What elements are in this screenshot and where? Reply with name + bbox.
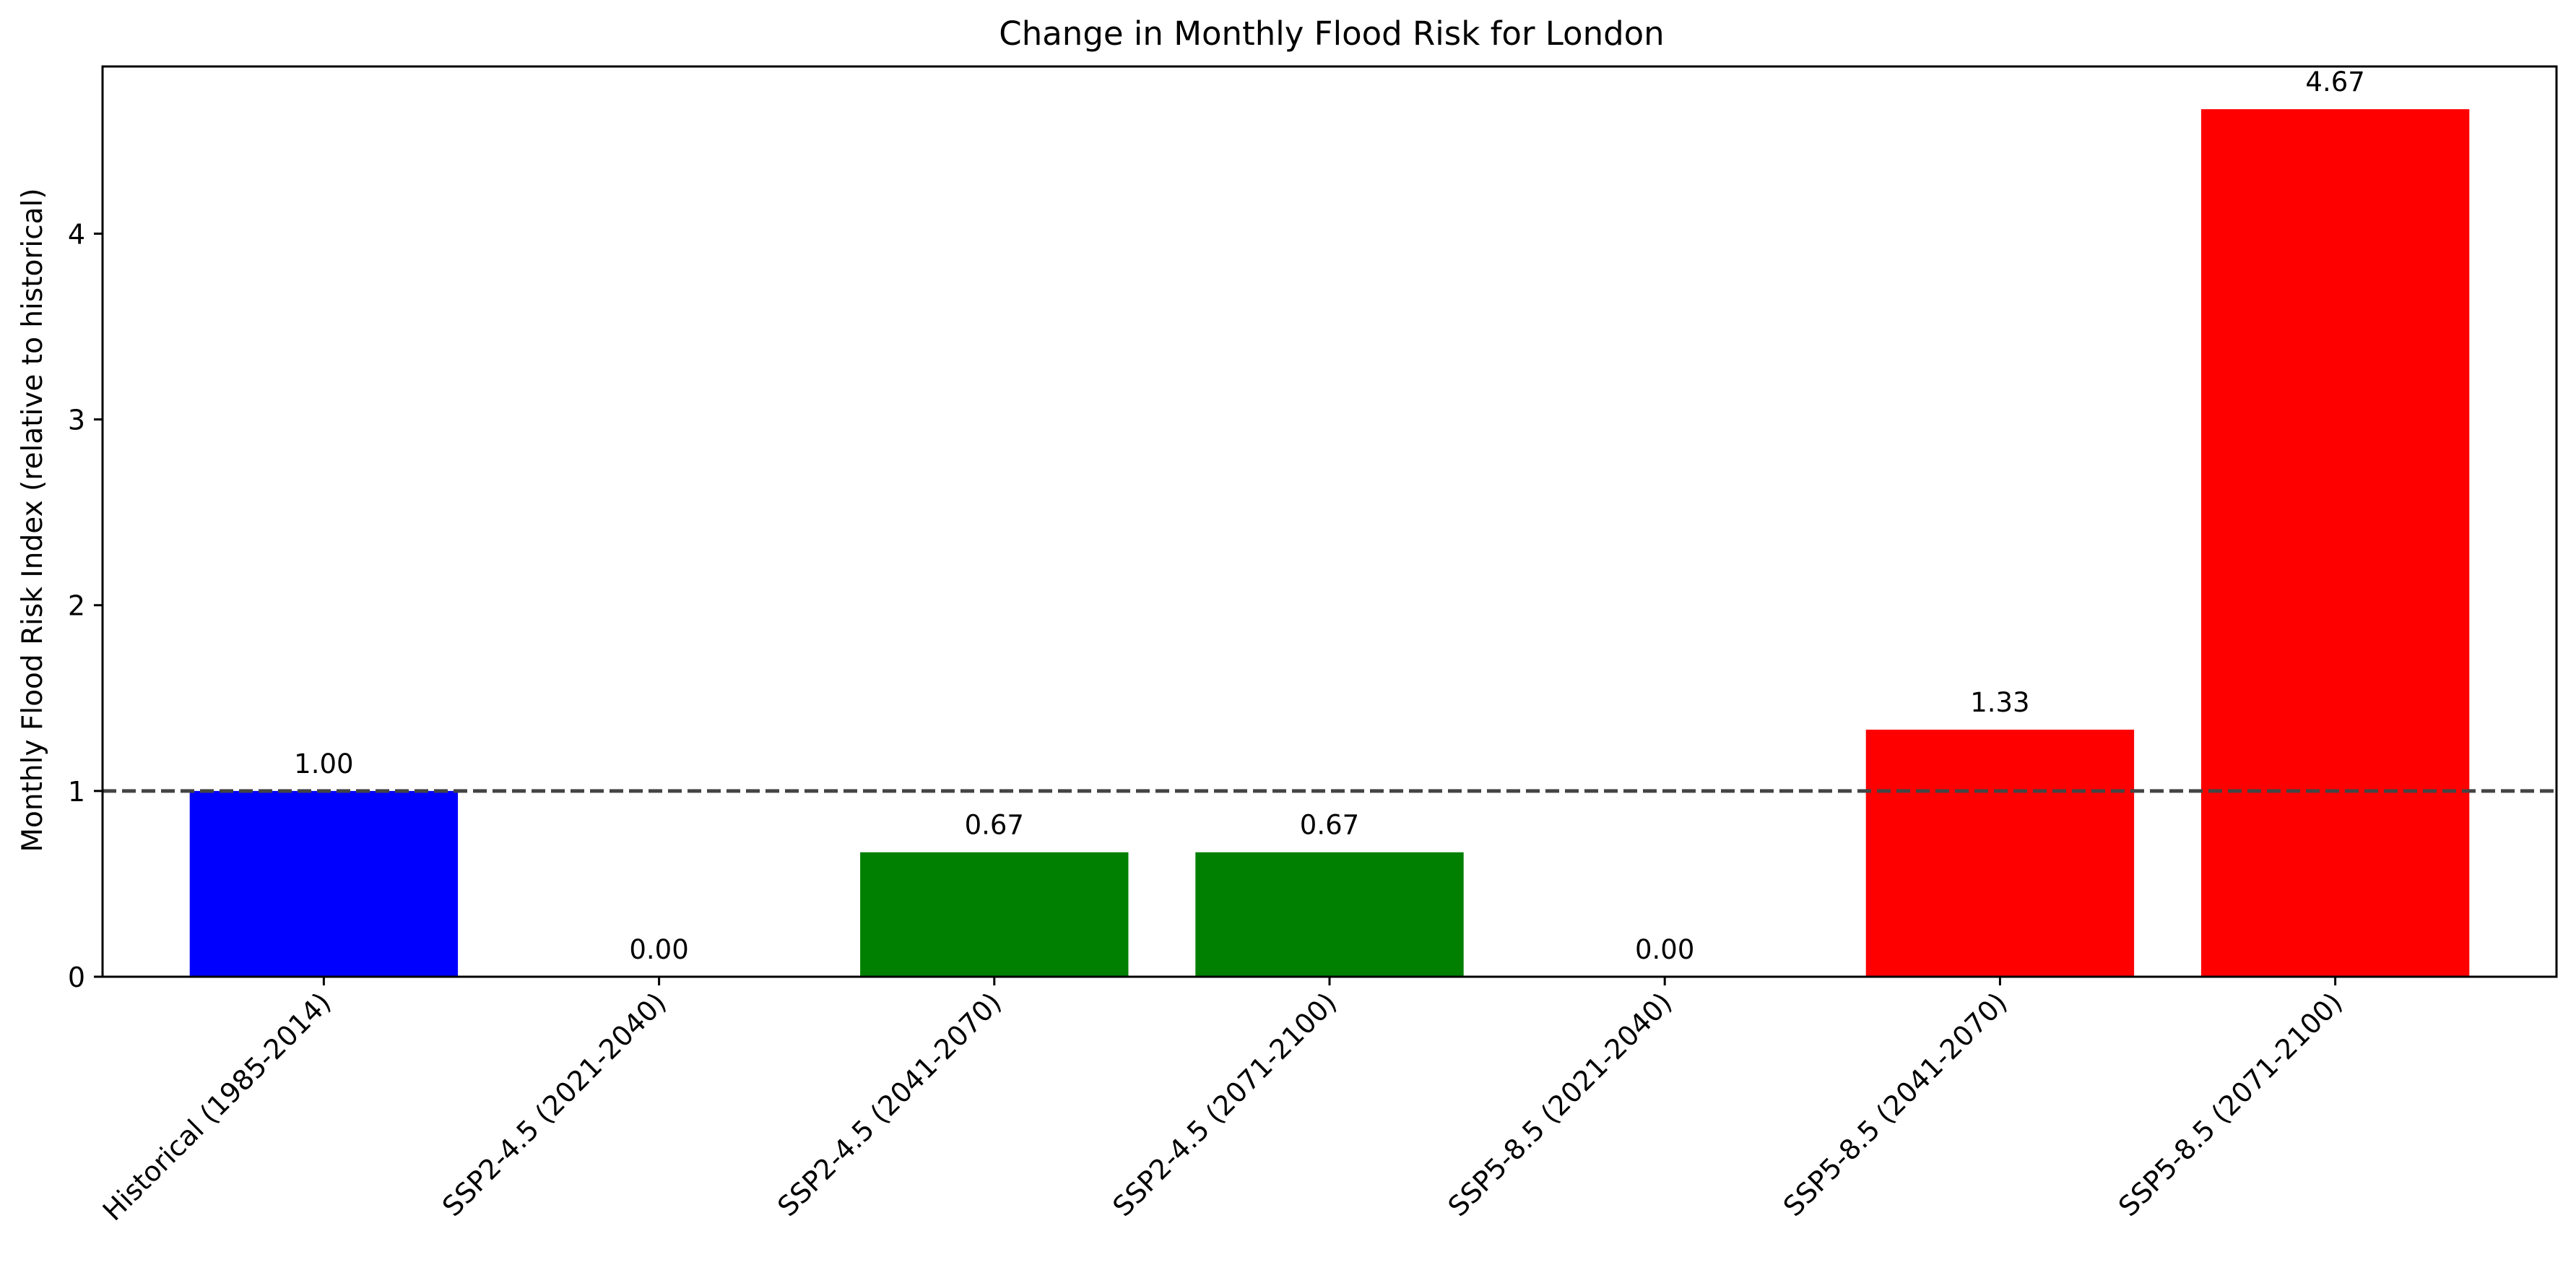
value-label: 0.00 [1635,934,1694,965]
value-label: 0.00 [629,934,688,965]
x-tick-label: SSP2-4.5 (2041-2070) [771,986,1007,1222]
x-tick-label: SSP5-8.5 (2041-2070) [1777,986,2013,1222]
y-tick-label: 4 [68,218,85,250]
chart-title: Change in Monthly Flood Risk for London [999,14,1664,53]
x-tick-label: SSP5-8.5 (2071-2100) [2112,986,2349,1222]
y-tick-label: 1 [68,776,85,808]
x-tick-label: SSP2-4.5 (2021-2040) [436,986,672,1222]
bar [860,852,1129,977]
y-axis: 0 1 2 3 4 [68,218,103,993]
value-labels-layer: 1.00 0.00 0.67 0.67 0.00 1.33 4.67 [294,66,2365,965]
y-tick-label: 2 [68,590,85,622]
bar [2200,109,2470,977]
x-tick-label: SSP5-8.5 (2021-2040) [1442,986,1678,1222]
value-label: 1.33 [1970,687,2029,718]
plot-frame [101,65,2558,978]
y-tick-label: 0 [68,962,85,993]
value-label: 0.67 [965,810,1024,841]
bars-layer [189,109,2470,977]
bar [189,790,459,977]
x-tick-label: Historical (1985-2014) [97,986,337,1227]
value-label: 1.00 [294,748,353,780]
y-axis-label: Monthly Flood Risk Index (relative to hi… [17,188,49,852]
x-axis: Historical (1985-2014) SSP2-4.5 (2021-204… [97,977,2349,1227]
bar [1195,852,1464,977]
x-tick-label: SSP2-4.5 (2071-2100) [1106,986,1343,1222]
value-label: 0.67 [1300,810,1359,841]
bar [1865,730,2135,977]
value-label: 4.67 [2305,66,2364,98]
y-tick-label: 3 [68,405,85,436]
